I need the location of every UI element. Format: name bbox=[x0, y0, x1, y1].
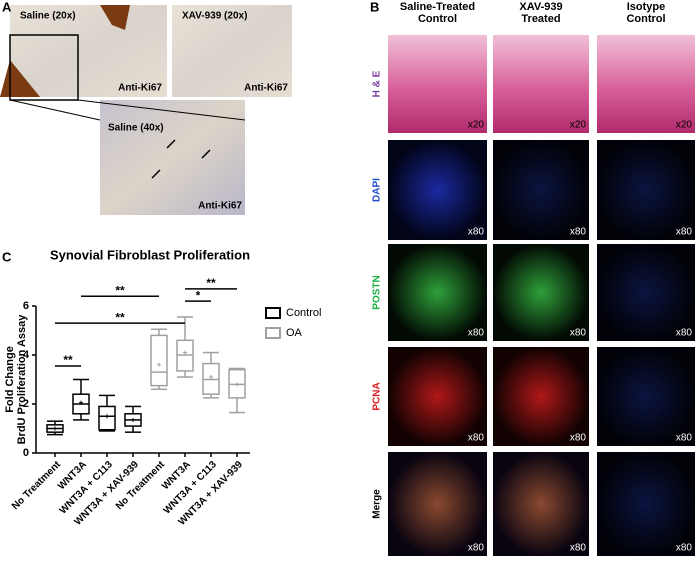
y-axis-label: BrdU Proliferation Assay bbox=[16, 314, 28, 445]
column-header: Isotype bbox=[627, 1, 666, 13]
magnification: x80 bbox=[468, 433, 485, 444]
row-label: DAPI bbox=[372, 178, 383, 202]
mean-marker bbox=[157, 362, 161, 367]
micrograph bbox=[493, 140, 589, 240]
magnification: x20 bbox=[570, 120, 587, 131]
legend-swatch bbox=[265, 327, 281, 339]
micrograph bbox=[597, 452, 695, 556]
magnification: x20 bbox=[468, 120, 485, 131]
micrograph bbox=[100, 100, 245, 215]
significance-label: ** bbox=[206, 276, 216, 290]
column-header: XAV-939 bbox=[519, 1, 562, 13]
mean-marker bbox=[209, 375, 213, 380]
magnification: x80 bbox=[570, 227, 587, 238]
y-tick-label: 0 bbox=[23, 447, 29, 459]
significance-label: ** bbox=[115, 283, 125, 297]
image-title: Saline (40x) bbox=[108, 123, 164, 134]
micrograph bbox=[388, 244, 487, 341]
micrograph bbox=[388, 347, 487, 446]
row-label: PCNA bbox=[372, 382, 383, 410]
micrograph bbox=[597, 244, 695, 341]
panel-label: C bbox=[2, 249, 12, 264]
box bbox=[150, 334, 168, 387]
x-tick-label: No Treatment bbox=[10, 459, 63, 512]
magnification: x80 bbox=[676, 433, 693, 444]
magnification: x80 bbox=[570, 543, 587, 554]
panel-b: Saline-TreatedControlXAV-939TreatedIsoty… bbox=[372, 1, 695, 556]
row-label: H & E bbox=[372, 70, 383, 97]
y-tick-label: 6 bbox=[23, 300, 29, 312]
magnification: x80 bbox=[468, 543, 485, 554]
image-title: XAV-939 (20x) bbox=[182, 11, 247, 22]
significance-label: * bbox=[196, 288, 201, 302]
stain-label: Anti-Ki67 bbox=[198, 201, 242, 212]
zoom-line bbox=[9, 99, 101, 121]
stain-region bbox=[0, 5, 130, 97]
micrograph bbox=[493, 452, 589, 556]
magnification: x80 bbox=[676, 227, 693, 238]
mean-marker bbox=[183, 350, 187, 355]
micrograph bbox=[493, 244, 589, 341]
legend-swatch bbox=[265, 307, 281, 319]
micrograph bbox=[597, 347, 695, 446]
y-tick-label: 2 bbox=[23, 398, 29, 410]
image-title: Saline (20x) bbox=[20, 11, 76, 22]
column-header: Treated bbox=[521, 13, 560, 25]
stain-label: Anti-Ki67 bbox=[244, 83, 288, 94]
column-header: Control bbox=[418, 13, 457, 25]
mean-marker bbox=[131, 417, 135, 422]
chart-title: Synovial Fibroblast Proliferation bbox=[50, 247, 250, 262]
micrograph bbox=[493, 35, 589, 133]
mean-marker bbox=[105, 414, 109, 419]
y-tick-label: 4 bbox=[23, 349, 30, 361]
micrograph bbox=[597, 35, 695, 133]
micrograph bbox=[597, 140, 695, 240]
magnification: x80 bbox=[570, 328, 587, 339]
panel-label: B bbox=[370, 0, 379, 14]
mean-marker bbox=[79, 400, 83, 405]
micrograph bbox=[10, 5, 167, 97]
panel-c: C Synovial Fibroblast Proliferation Fold C… bbox=[2, 247, 321, 527]
mean-marker bbox=[235, 382, 239, 387]
zoom-line bbox=[77, 99, 246, 121]
magnification: x80 bbox=[570, 433, 587, 444]
significance-label: ** bbox=[115, 310, 125, 324]
magnification: x80 bbox=[676, 328, 693, 339]
y-axis-label: Fold Change bbox=[4, 346, 16, 413]
row-label: Merge bbox=[372, 489, 383, 519]
column-header: Saline-Treated bbox=[400, 1, 475, 13]
micrograph bbox=[172, 5, 292, 97]
magnification: x80 bbox=[468, 328, 485, 339]
magnification: x20 bbox=[676, 120, 693, 131]
legend-label: OA bbox=[286, 327, 303, 339]
mean-marker bbox=[53, 426, 57, 431]
significance-label: ** bbox=[63, 353, 73, 367]
micrograph bbox=[493, 347, 589, 446]
row-label: POSTN bbox=[372, 275, 383, 309]
inset-box bbox=[9, 34, 79, 101]
micrograph bbox=[388, 140, 487, 240]
micrograph bbox=[388, 35, 487, 133]
arrow bbox=[151, 139, 211, 179]
stain-label: Anti-Ki67 bbox=[118, 83, 162, 94]
magnification: x80 bbox=[468, 227, 485, 238]
column-header: Control bbox=[626, 13, 665, 25]
legend-label: Control bbox=[286, 307, 321, 319]
micrograph bbox=[388, 452, 487, 556]
magnification: x80 bbox=[676, 543, 693, 554]
panel-label: A bbox=[2, 0, 12, 14]
